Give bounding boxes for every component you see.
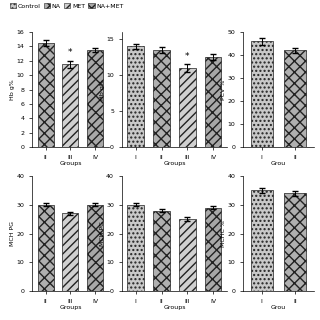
Bar <box>179 219 196 291</box>
X-axis label: Grou: Grou <box>271 161 286 166</box>
Text: *: * <box>68 48 73 57</box>
Y-axis label: MCH PG: MCH PG <box>10 221 15 246</box>
Y-axis label: Hb g%: Hb g% <box>10 79 15 100</box>
Bar <box>179 68 196 147</box>
X-axis label: Groups: Groups <box>59 161 82 166</box>
Bar <box>251 190 273 291</box>
Bar <box>87 50 103 147</box>
Bar <box>127 205 144 291</box>
Bar <box>127 46 144 147</box>
Legend: Control, NA, MET, NA+MET: Control, NA, MET, NA+MET <box>10 3 124 9</box>
Bar <box>62 64 78 147</box>
X-axis label: Groups: Groups <box>59 305 82 310</box>
Text: *: * <box>185 52 189 61</box>
Bar <box>284 193 306 291</box>
Bar <box>62 213 78 291</box>
Y-axis label: Hb g%: Hb g% <box>100 79 105 100</box>
X-axis label: Groups: Groups <box>163 305 186 310</box>
Bar <box>153 211 170 291</box>
Bar <box>205 208 221 291</box>
Bar <box>87 205 103 291</box>
Y-axis label: PCV %: PCV % <box>221 79 226 100</box>
Bar <box>284 51 306 147</box>
Bar <box>205 57 221 147</box>
Bar <box>37 43 54 147</box>
Bar <box>153 50 170 147</box>
X-axis label: Grou: Grou <box>271 305 286 310</box>
Bar <box>37 205 54 291</box>
X-axis label: Groups: Groups <box>163 161 186 166</box>
Y-axis label: MCHC %: MCHC % <box>221 220 226 247</box>
Y-axis label: MCH PG: MCH PG <box>100 221 105 246</box>
Bar <box>251 41 273 147</box>
